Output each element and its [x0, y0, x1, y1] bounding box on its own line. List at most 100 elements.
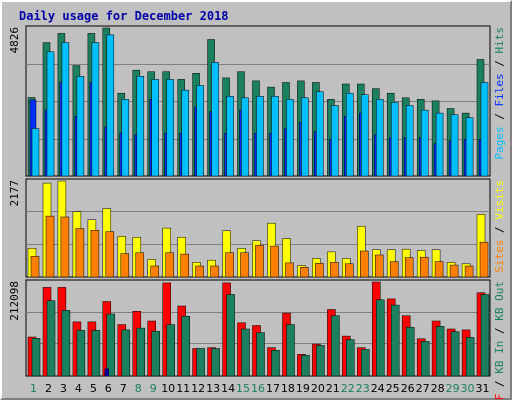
- x-tick-label: 15: [236, 382, 250, 395]
- bar: [465, 117, 474, 177]
- x-tick-label: 21: [326, 382, 340, 395]
- bar: [31, 128, 40, 177]
- x-tick-label: 16: [251, 382, 265, 395]
- bar: [480, 82, 489, 177]
- bar: [210, 265, 219, 278]
- bar: [270, 245, 279, 278]
- x-tick-label: 14: [221, 382, 235, 395]
- bar: [256, 96, 264, 177]
- x-tick-label: 12: [191, 382, 205, 395]
- bar: [301, 354, 310, 377]
- bar: [360, 250, 369, 278]
- legend-entry: Pages: [493, 126, 506, 159]
- bar: [300, 267, 309, 278]
- bar: [271, 350, 280, 377]
- bar: [286, 99, 294, 177]
- bar: [256, 332, 265, 377]
- x-tick-label: 3: [60, 382, 67, 395]
- legend-hits-files-pages: Pages / Files / Hits: [493, 27, 506, 160]
- legend-entry: KB Out: [493, 281, 506, 321]
- bar: [61, 42, 70, 177]
- bar: [435, 112, 444, 177]
- bar: [121, 99, 130, 177]
- bar: [106, 34, 115, 177]
- bar: [46, 51, 55, 177]
- bar: [479, 241, 489, 278]
- bar: [151, 330, 160, 377]
- bar: [285, 262, 294, 278]
- bar: [241, 328, 250, 377]
- bar: [106, 313, 116, 377]
- legend-entry: Sites: [493, 240, 506, 273]
- panel-hits-files-pages: 4826 Pages / Files / Hits: [8, 25, 506, 177]
- x-tick-label: 10: [161, 382, 175, 395]
- x-tick-label: 13: [206, 382, 220, 395]
- bar: [196, 85, 204, 177]
- bar: [345, 263, 354, 278]
- legend-entry: Visits: [493, 180, 506, 220]
- bar: [46, 300, 56, 377]
- bar: [181, 89, 189, 177]
- bar: [464, 265, 474, 278]
- bar: [405, 326, 415, 377]
- bar: [375, 254, 384, 278]
- bar: [211, 62, 219, 177]
- bar: [361, 349, 370, 377]
- bar: [449, 264, 459, 278]
- bar: [465, 337, 475, 377]
- x-tick-label: 24: [371, 382, 385, 395]
- x-tick-label: 25: [386, 382, 400, 395]
- legend-entry: Files: [493, 73, 506, 106]
- bar: [120, 253, 130, 278]
- bar: [150, 265, 159, 278]
- x-tick-label: 18: [281, 382, 295, 395]
- bar: [241, 97, 249, 177]
- series-kb-out: [104, 368, 110, 377]
- series-sites: [30, 215, 489, 278]
- x-tick-label: 1: [30, 382, 37, 395]
- x-tick-label: 20: [311, 382, 325, 395]
- legend-entry: /: [493, 107, 506, 127]
- bar: [450, 114, 459, 177]
- bar: [104, 368, 110, 377]
- x-tick-label: 26: [401, 382, 415, 395]
- bar: [60, 216, 70, 278]
- bar: [435, 326, 445, 377]
- x-tick-label: 2: [45, 382, 52, 395]
- bar: [316, 91, 324, 177]
- bar: [405, 105, 414, 177]
- x-tick-label: 5: [90, 382, 97, 395]
- panel-visits-sites: 2177 Sites / Visits: [8, 178, 506, 278]
- series-files: [31, 34, 489, 177]
- x-tick-label: 19: [296, 382, 310, 395]
- bar: [389, 261, 399, 278]
- bar: [166, 79, 174, 177]
- bar: [91, 42, 100, 177]
- bar: [135, 252, 145, 278]
- legend-entry: /: [493, 374, 506, 394]
- x-tick-label: 9: [150, 382, 157, 395]
- bar: [196, 348, 205, 377]
- bar: [195, 265, 204, 278]
- bar: [434, 261, 444, 278]
- bar: [301, 97, 309, 177]
- bar: [211, 348, 220, 377]
- bar: [240, 252, 249, 278]
- bar: [45, 215, 55, 278]
- bar: [404, 257, 414, 278]
- bar: [136, 327, 146, 377]
- x-tick-label: 17: [266, 382, 280, 395]
- bar: [315, 263, 324, 278]
- x-tick-label: 11: [176, 382, 190, 395]
- bar: [105, 231, 115, 278]
- legend-entry: Hits: [493, 27, 506, 54]
- bar: [361, 94, 369, 177]
- bar: [419, 256, 429, 278]
- chart-title: Daily usage for December 2018: [19, 9, 229, 23]
- panel-kbytes: 212098KB F / KB In / KB Out: [8, 279, 506, 400]
- bar: [165, 252, 174, 278]
- bar: [225, 252, 234, 278]
- legend-kbytes: KB F / KB In / KB Out: [493, 281, 506, 400]
- series-kb-in: [31, 294, 490, 377]
- x-tick-label: 7: [120, 382, 127, 395]
